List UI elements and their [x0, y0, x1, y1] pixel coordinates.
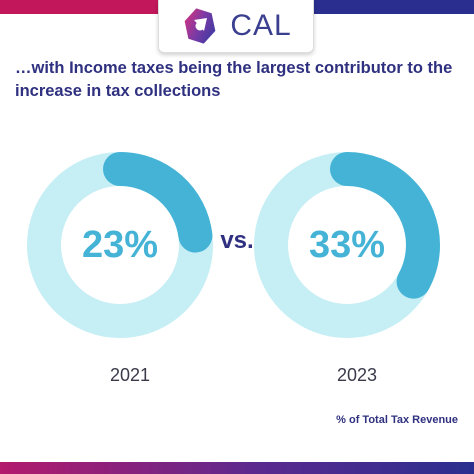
year-label-2023: 2023	[336, 365, 378, 385]
bottom-accent-bar	[0, 462, 474, 474]
top-accent-bar-magenta	[0, 0, 170, 14]
top-accent-bar-navy	[305, 0, 474, 14]
donut-fill-2023	[254, 152, 440, 338]
vs-label: vs.	[220, 227, 254, 254]
cal-logo-icon	[184, 8, 216, 44]
donut-value-label-2021: 23%	[81, 223, 159, 266]
year-label-2021: 2021	[109, 365, 151, 385]
headline: …with Income taxes being the largest con…	[15, 59, 453, 100]
donut-svg-2023	[254, 152, 440, 338]
donut-value-label-2023: 33%	[308, 223, 386, 266]
donut-chart-2023: 33%	[254, 152, 440, 338]
donut-fill-2021	[27, 152, 213, 338]
donut-chart-2021: 23%	[27, 152, 213, 338]
brand-logo: CAL	[158, 0, 314, 53]
donut-svg-2021	[27, 152, 213, 338]
footnote: % of Total Tax Revenue	[336, 414, 458, 426]
brand-name: CAL	[230, 9, 292, 42]
